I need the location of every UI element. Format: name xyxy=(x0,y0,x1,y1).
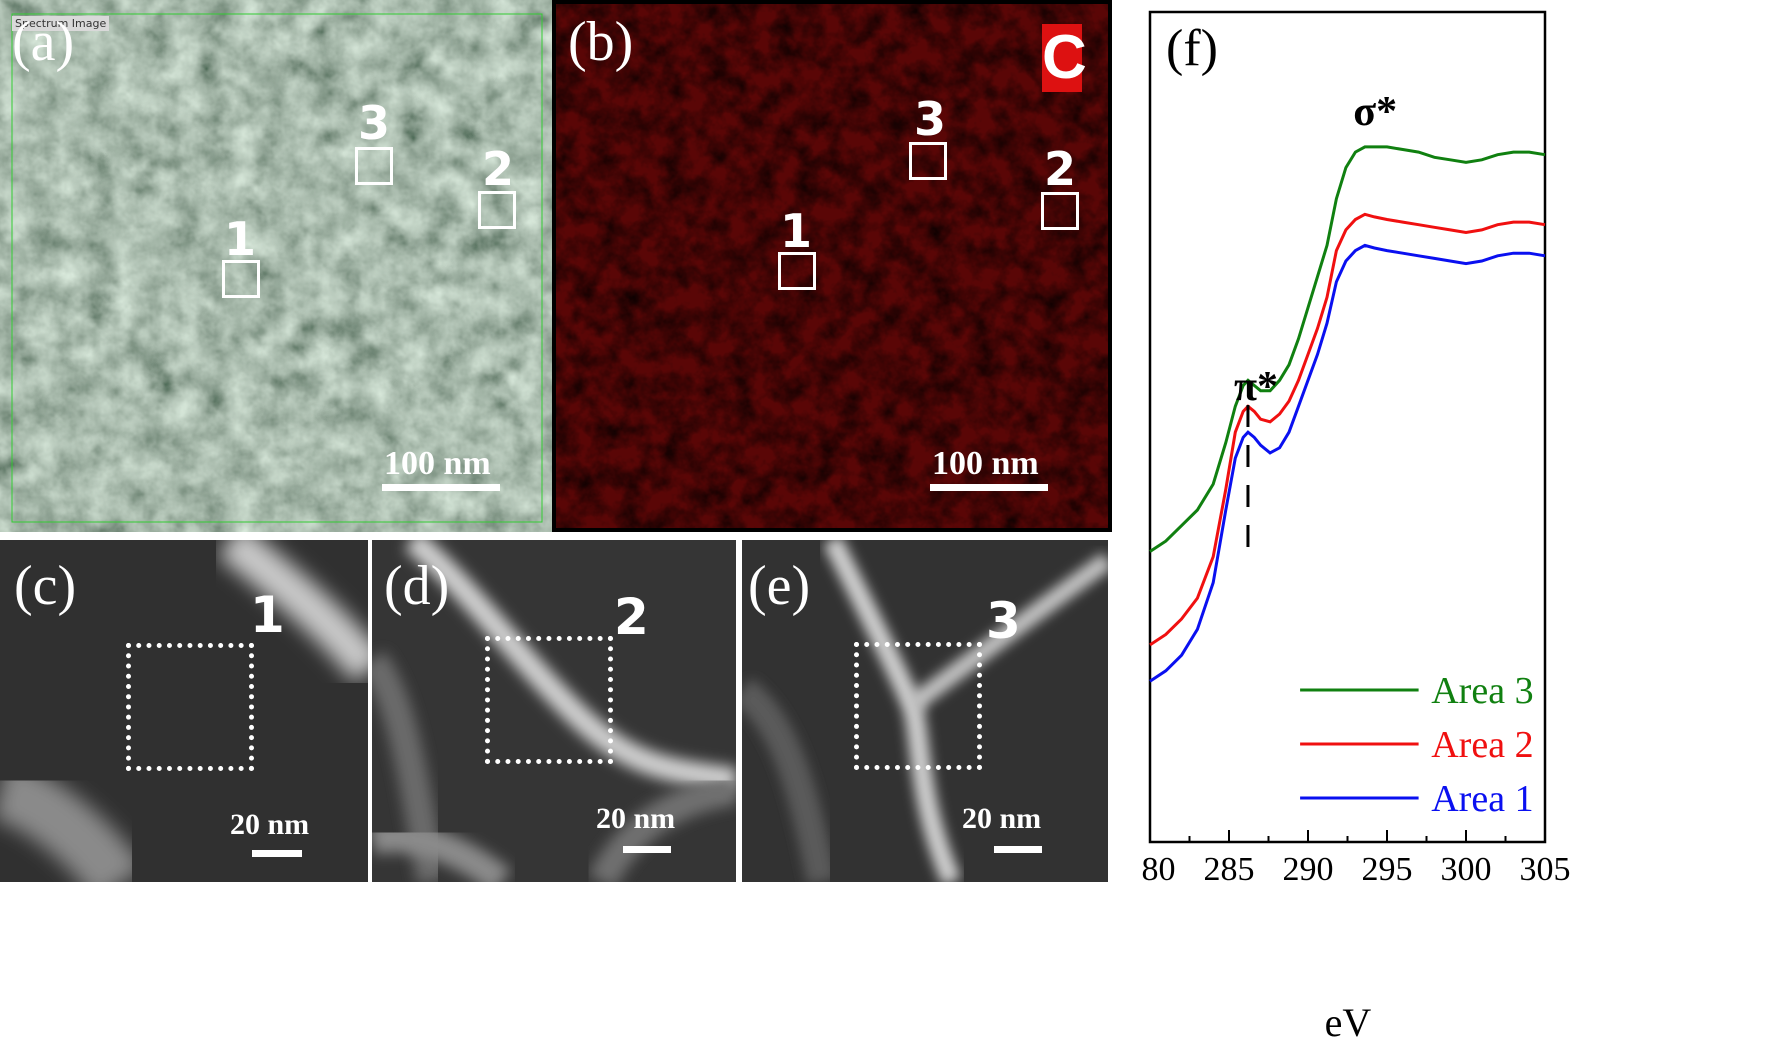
scale-bar-b xyxy=(930,484,1048,491)
marker-3-box-b xyxy=(909,142,947,180)
marker-3-label: 3 xyxy=(358,96,391,150)
scale-bar-d xyxy=(623,846,671,853)
marker-label-d: 2 xyxy=(614,588,649,646)
pi-star-annotation: π* xyxy=(1234,364,1278,410)
marker-2-box-b xyxy=(1041,192,1079,230)
panel-c-area-1: (c) 1 20 nm xyxy=(0,540,368,882)
panel-label-e: (e) xyxy=(748,555,811,617)
x-tick-label: 285 xyxy=(1204,851,1255,888)
marker-1-label: 1 xyxy=(224,212,257,266)
x-tick-label: 300 xyxy=(1441,851,1492,888)
scale-bar-a xyxy=(382,484,500,491)
marker-label-c: 1 xyxy=(250,586,285,644)
panel-d-area-2: (d) 2 20 nm xyxy=(372,540,736,882)
dotted-region-d xyxy=(485,636,613,764)
legend-label: Area 2 xyxy=(1431,724,1533,766)
series-line-area-2 xyxy=(1149,212,1546,647)
marker-1-box xyxy=(222,260,260,298)
x-tick-label: 290 xyxy=(1283,851,1334,888)
marker-2-label-b: 2 xyxy=(1044,142,1077,196)
x-axis-label: eV xyxy=(1325,1000,1372,1042)
x-tick-label: 305 xyxy=(1520,851,1571,888)
panel-b-carbon-map: (b) C 3 2 1 100 nm xyxy=(552,0,1112,532)
fiber-image-e xyxy=(742,540,1108,882)
marker-1-label-b: 1 xyxy=(780,204,813,258)
x-tick-label: 295 xyxy=(1362,851,1413,888)
marker-2-label: 2 xyxy=(482,142,515,196)
eels-spectra-chart: 280 285 290 295 300 305 Area 3 Area 2 Area 1 (f… xyxy=(1140,0,1670,1042)
marker-3-box xyxy=(355,147,393,185)
series-line-area-3 xyxy=(1149,145,1546,553)
marker-3-label-b: 3 xyxy=(914,92,947,146)
stem-texture-a xyxy=(0,0,552,532)
series-line-area-1 xyxy=(1149,243,1546,683)
spectrum-image-tag: Spectrum Image xyxy=(12,16,110,31)
scale-label-c: 20 nm xyxy=(230,808,310,841)
legend-label: Area 1 xyxy=(1431,778,1533,820)
panel-e-area-3: (e) 3 20 nm xyxy=(742,540,1108,882)
panel-a-stem-image: Spectrum Image (a) 3 2 1 100 nm xyxy=(0,0,552,532)
panel-label-f: (f) xyxy=(1166,20,1218,77)
panel-label-b: (b) xyxy=(568,11,634,73)
fiber-image-d xyxy=(372,540,736,882)
marker-label-e: 3 xyxy=(986,592,1021,650)
panel-label-c: (c) xyxy=(14,555,77,617)
scale-label-e: 20 nm xyxy=(962,802,1042,835)
scale-bar-c xyxy=(252,850,302,857)
marker-1-box-b xyxy=(778,252,816,290)
fiber-image-c xyxy=(0,540,368,882)
element-c-badge: C xyxy=(1042,23,1087,92)
dotted-region-e xyxy=(854,642,982,770)
legend-label: Area 3 xyxy=(1431,670,1533,712)
sigma-star-annotation: σ* xyxy=(1353,89,1397,135)
marker-2-box xyxy=(478,191,516,229)
scale-label-b: 100 nm xyxy=(932,445,1039,482)
scale-label-d: 20 nm xyxy=(596,802,676,835)
scale-label-a: 100 nm xyxy=(384,445,491,482)
scale-bar-e xyxy=(994,846,1042,853)
x-tick-label: 280 xyxy=(1140,851,1176,888)
dotted-region-c xyxy=(126,643,254,771)
panel-label-a: (a) xyxy=(12,11,75,73)
panel-label-d: (d) xyxy=(384,555,450,617)
carbon-map-texture xyxy=(552,0,1112,532)
